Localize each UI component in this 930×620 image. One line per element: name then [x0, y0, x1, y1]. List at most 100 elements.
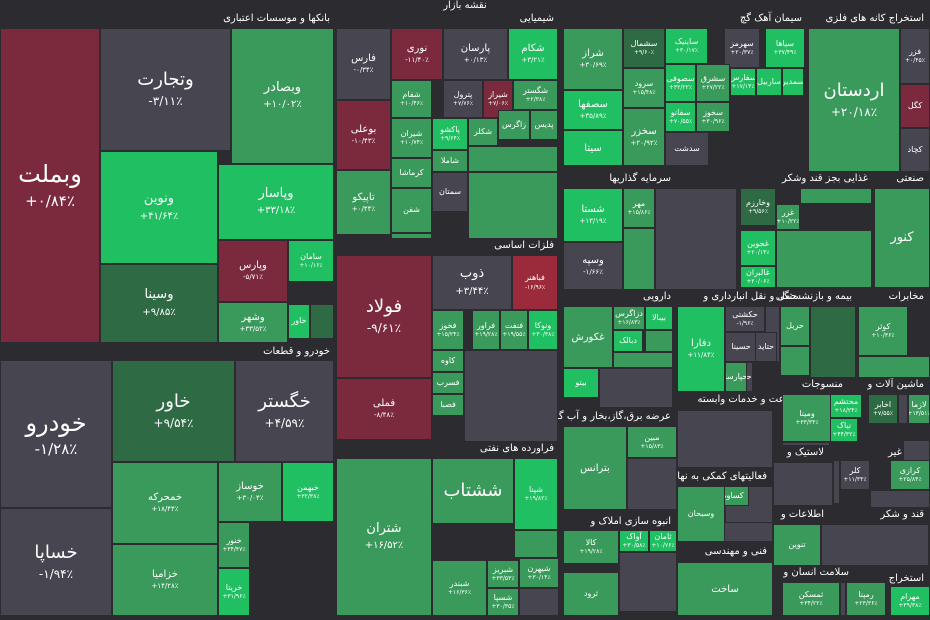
stock-tile[interactable]: فصبا — [432, 394, 464, 416]
stock-tile[interactable]: سیاها +۳۷/۴۹٪ — [765, 28, 805, 68]
stock-tile[interactable]: ششتاب — [432, 458, 514, 524]
stock-tile[interactable]: غزر +۱۰/۲۲٪ — [776, 204, 800, 230]
stock-tile[interactable]: ثرود — [563, 572, 619, 616]
stock-tile[interactable]: خزامیا +۱۴/۲۸٪ — [112, 544, 218, 616]
minor-stock-tile[interactable] — [858, 356, 930, 378]
stock-tile[interactable]: شراز +۳۰/۶۹٪ — [563, 28, 623, 90]
stock-tile[interactable]: بترانس — [563, 426, 627, 510]
stock-tile[interactable]: سخزر +۲۰/۹۲٪ — [623, 108, 665, 166]
stock-tile[interactable]: تنوین — [773, 524, 821, 566]
stock-tile[interactable]: سمتان — [432, 172, 468, 212]
minor-stock-tile[interactable] — [464, 350, 558, 442]
minor-stock-tile[interactable] — [773, 462, 833, 506]
stock-tile[interactable]: خوساز +۳۰/۰۴٪ — [218, 462, 282, 522]
stock-tile[interactable]: وبملت +۰/۸۴٪ — [0, 28, 100, 343]
stock-tile[interactable]: کگل — [900, 84, 930, 128]
minor-stock-tile[interactable] — [821, 524, 929, 566]
stock-tile[interactable]: شبندر +۱۶/۳۶٪ — [432, 560, 487, 616]
stock-tile[interactable]: پاکشو +۹/۶۴٪ — [432, 118, 468, 150]
stock-tile[interactable]: پترول +۷/۷۶٪ — [443, 80, 483, 118]
stock-tile[interactable]: ونوین +۴۱/۶۴٪ — [100, 151, 218, 264]
stock-tile[interactable]: غکورش — [563, 306, 613, 368]
stock-tile[interactable]: رمپنا +۲۳/۳۶٪ — [846, 582, 886, 616]
stock-tile[interactable]: خگستر +۴/۵۹٪ — [235, 360, 334, 462]
stock-tile[interactable]: وبصادر +۱۰/۰۲٪ — [231, 28, 334, 164]
stock-tile[interactable]: پارسان +۰/۱۳٪ — [443, 28, 508, 80]
stock-tile[interactable]: سدشت — [665, 132, 709, 166]
stock-tile[interactable]: شکلر — [468, 118, 498, 146]
stock-tile[interactable]: حسینا — [725, 332, 757, 362]
stock-tile[interactable]: شبریز +۳۳/۵۳٪ — [487, 560, 519, 588]
stock-tile[interactable]: کچاد — [900, 128, 930, 172]
stock-tile[interactable]: فملی -۸/۴۸٪ — [336, 378, 432, 440]
stock-tile[interactable]: شفام +۱۰/۴۶٪ — [391, 80, 432, 118]
stock-tile[interactable]: ثمسکن +۳۴/۲۲٪ — [782, 582, 840, 616]
minor-stock-tile[interactable] — [655, 188, 737, 290]
stock-tile[interactable]: لازما +۱۳/۵۱٪ — [908, 394, 930, 424]
stock-tile[interactable]: خریتا +۳۱/۹۶٪ — [218, 568, 250, 616]
stock-tile[interactable]: کالا +۱۹/۲۸٪ — [563, 530, 619, 564]
minor-stock-tile[interactable] — [870, 490, 930, 508]
stock-tile[interactable]: محتشم +۱۸/۲۴٪ — [830, 394, 862, 418]
stock-tile[interactable]: خاور — [288, 304, 310, 339]
stock-tile[interactable]: تاپیکو +۰/۴۴٪ — [336, 170, 391, 235]
stock-tile[interactable]: شیران +۱۰/۷۴٪ — [391, 118, 432, 158]
stock-tile[interactable]: ذوب +۳/۴۴٪ — [432, 255, 512, 310]
minor-stock-tile[interactable] — [780, 346, 810, 376]
stock-tile[interactable]: ومینا +۳۳/۳۴٪ — [782, 394, 832, 442]
stock-tile[interactable]: فارس -۰/۳۴٪ — [336, 28, 391, 100]
stock-tile[interactable]: حپارسا — [725, 362, 747, 392]
stock-tile[interactable]: زاگرس — [498, 110, 530, 140]
stock-tile[interactable]: حتاید — [755, 332, 777, 362]
stock-tile[interactable]: غالبران +۲۰/۰۶٪ — [740, 266, 776, 288]
stock-tile[interactable]: وتجارت -۳/۱۱٪ — [100, 28, 231, 151]
stock-tile[interactable]: سمدیر — [782, 68, 804, 96]
stock-tile[interactable]: شفن — [391, 188, 432, 233]
stock-tile[interactable]: خساپا -۱/۹۴٪ — [0, 508, 112, 616]
stock-tile[interactable]: سرود +۱۵/۴۸٪ — [623, 68, 665, 108]
stock-tile[interactable]: کوثر +۱۰/۳۶٪ — [858, 306, 908, 356]
minor-stock-tile[interactable] — [391, 233, 432, 239]
stock-tile[interactable]: ساینیک +۳۰/۱۷٪ — [665, 28, 708, 64]
minor-stock-tile[interactable] — [833, 460, 840, 504]
stock-tile[interactable]: دفارا +۱۱/۸۴٪ — [677, 306, 725, 392]
stock-tile[interactable]: خمحرکه +۱۸/۴۴٪ — [112, 462, 218, 544]
stock-tile[interactable]: کاوه — [432, 350, 464, 372]
stock-tile[interactable]: شتران +۱۶/۵۲٪ — [336, 458, 432, 616]
minor-stock-tile[interactable] — [840, 582, 846, 616]
stock-tile[interactable]: خودرو -۱/۲۸٪ — [0, 360, 112, 508]
minor-stock-tile[interactable] — [468, 146, 558, 172]
stock-tile[interactable]: وخارزم +۹/۵۶٪ — [740, 188, 776, 226]
stock-tile[interactable]: حکشتی -۱/۹۶٪ — [725, 306, 765, 332]
stock-tile[interactable]: سهرمز +۲۰/۳۷٪ — [724, 28, 760, 68]
stock-tile[interactable]: سامان +۱۰/۱۶٪ — [288, 240, 334, 282]
minor-stock-tile[interactable] — [645, 330, 673, 352]
minor-stock-tile[interactable] — [623, 228, 655, 290]
minor-stock-tile[interactable] — [800, 188, 872, 204]
stock-tile[interactable]: کلر +۱۱/۳۴٪ — [840, 460, 870, 490]
stock-tile[interactable]: ساخت — [677, 562, 773, 616]
stock-tile[interactable]: فراور +۱۹/۲۸٪ — [472, 310, 500, 350]
stock-tile[interactable]: شسپا +۳۰/۳۵٪ — [487, 588, 519, 616]
stock-tile[interactable]: حریل — [780, 306, 810, 346]
minor-stock-tile[interactable] — [599, 368, 673, 408]
minor-stock-tile[interactable] — [627, 458, 677, 510]
stock-tile[interactable]: ونوکا +۳۰/۳۸٪ — [528, 310, 558, 350]
stock-tile[interactable]: شاملا — [432, 150, 468, 172]
minor-stock-tile[interactable] — [519, 588, 559, 616]
stock-tile[interactable]: ساربیل — [756, 68, 782, 96]
stock-tile[interactable]: وشهر +۳۳/۵۲٪ — [218, 302, 288, 343]
stock-tile[interactable]: سیتا — [563, 130, 623, 166]
stock-tile[interactable]: شکام +۳/۲۱٪ — [508, 28, 558, 80]
minor-stock-tile[interactable] — [514, 530, 558, 558]
stock-tile[interactable]: مهر +۱۵/۸۶٪ — [623, 188, 655, 228]
stock-tile[interactable]: شستا +۱۳/۱۹٪ — [563, 188, 623, 242]
minor-stock-tile[interactable] — [468, 172, 558, 239]
stock-tile[interactable]: بوعلی -۱۰/۴۳٪ — [336, 100, 391, 170]
stock-tile[interactable]: اخابر +۷/۵۵٪ — [868, 394, 898, 424]
stock-tile[interactable]: وسپه -۱/۶۶٪ — [563, 242, 623, 290]
stock-tile[interactable]: فنفت +۱۹/۵۵٪ — [500, 310, 528, 350]
stock-tile[interactable]: سشمال +۹/۶۰٪ — [623, 28, 665, 68]
stock-tile[interactable]: وپارس -۵/۷۱٪ — [218, 240, 288, 302]
minor-stock-tile[interactable] — [776, 230, 872, 288]
